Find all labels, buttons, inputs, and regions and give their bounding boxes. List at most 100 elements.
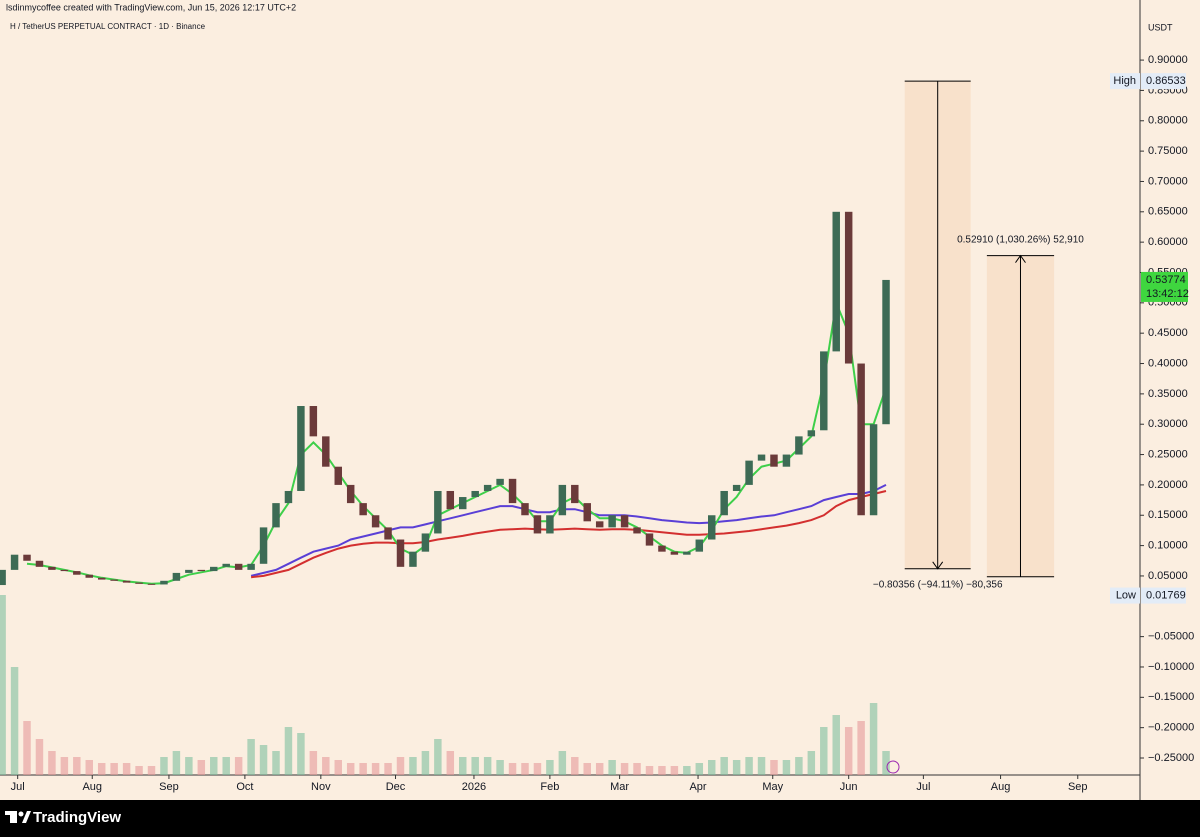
candle-body bbox=[234, 563, 243, 570]
volume-bar bbox=[459, 757, 467, 775]
candle-body bbox=[695, 539, 704, 552]
candle-body bbox=[409, 551, 417, 567]
y-tick-label: 0.75000 bbox=[1148, 145, 1188, 157]
candle-body bbox=[620, 515, 629, 528]
candle-body bbox=[73, 571, 81, 575]
volume-bar bbox=[10, 667, 19, 775]
volume-bar bbox=[48, 751, 56, 775]
volume-bar bbox=[683, 766, 691, 775]
candle-body bbox=[595, 521, 604, 528]
volume-bar bbox=[23, 721, 31, 775]
volume-bar bbox=[583, 763, 591, 775]
candle-body bbox=[346, 484, 355, 504]
y-tick-label: 0.05000 bbox=[1148, 570, 1188, 582]
x-tick-label: Sep bbox=[159, 781, 179, 793]
volume-bar bbox=[807, 751, 816, 775]
candle-body bbox=[745, 460, 753, 485]
volume-bar bbox=[708, 760, 716, 775]
volume-bar bbox=[471, 757, 479, 775]
volume-bar bbox=[869, 703, 878, 775]
moving-average bbox=[250, 484, 887, 577]
candle-body bbox=[210, 566, 218, 572]
volume-bar bbox=[73, 757, 81, 775]
volume-bar bbox=[745, 757, 753, 775]
volume-bar bbox=[160, 757, 168, 775]
volume-bar bbox=[297, 733, 305, 775]
candle-body bbox=[135, 582, 143, 584]
volume-bar bbox=[844, 727, 853, 775]
y-tick-label: 0.90000 bbox=[1148, 54, 1188, 66]
candle-body bbox=[720, 490, 728, 516]
volume-bar bbox=[757, 757, 766, 775]
x-tick-label: Jun bbox=[840, 781, 858, 793]
volume-bar bbox=[334, 760, 342, 775]
candle-body bbox=[185, 569, 193, 573]
candle-body bbox=[670, 551, 679, 555]
candle-body bbox=[683, 551, 691, 555]
x-tick-label: Oct bbox=[236, 781, 253, 793]
candle-body bbox=[608, 515, 616, 528]
volume-bar bbox=[135, 766, 143, 775]
volume-bar bbox=[620, 763, 629, 775]
y-tick-label: −0.15000 bbox=[1148, 691, 1194, 703]
event-icon bbox=[886, 760, 900, 774]
volume-bar bbox=[670, 766, 679, 775]
volume-bar bbox=[770, 760, 778, 775]
measure-label: −0.80356 (−94.11%) −80,356 bbox=[873, 579, 1003, 590]
volume-bar bbox=[658, 766, 666, 775]
volume-bar bbox=[222, 757, 230, 775]
volume-bar bbox=[210, 757, 218, 775]
volume-bar bbox=[234, 757, 243, 775]
candle-body bbox=[10, 554, 19, 570]
y-tick-label: 0.15000 bbox=[1148, 509, 1188, 521]
y-tick-label: 0.80000 bbox=[1148, 115, 1188, 127]
low-label: Low bbox=[1116, 589, 1136, 601]
volume-bar bbox=[595, 763, 604, 775]
volume-bar bbox=[371, 763, 380, 775]
volume-bar bbox=[272, 751, 280, 775]
candle-body bbox=[284, 490, 293, 504]
volume-bar bbox=[396, 757, 405, 775]
measure-label: 0.52910 (1,030.26%) 52,910 bbox=[957, 234, 1084, 245]
volume-bar bbox=[571, 757, 579, 775]
candle-body bbox=[97, 577, 106, 580]
candle-body bbox=[844, 211, 853, 364]
volume-bar bbox=[172, 751, 181, 775]
x-tick-label: Aug bbox=[82, 781, 102, 793]
y-tick-label: 0.10000 bbox=[1148, 540, 1188, 552]
volume-bar bbox=[483, 757, 492, 775]
y-tick-label: 0.40000 bbox=[1148, 357, 1188, 369]
x-tick-label: Jul bbox=[916, 781, 930, 793]
footer bbox=[0, 800, 1200, 837]
volume-bar bbox=[496, 760, 504, 775]
moving-average bbox=[26, 299, 887, 585]
y-tick-label: 0.65000 bbox=[1148, 206, 1188, 218]
candle-body bbox=[820, 351, 828, 431]
y-tick-label: 0.25000 bbox=[1148, 448, 1188, 460]
candle-body bbox=[160, 580, 168, 585]
candle-body bbox=[421, 533, 430, 552]
candle-body bbox=[869, 424, 878, 516]
volume-bar bbox=[645, 766, 654, 775]
candle-body bbox=[732, 484, 741, 491]
candle-body bbox=[795, 436, 803, 455]
currency: USDT bbox=[1148, 22, 1173, 32]
volume-bar bbox=[247, 739, 255, 775]
candle-body bbox=[259, 527, 268, 564]
last-price: 0.53774 bbox=[1146, 274, 1186, 286]
volume-bar bbox=[197, 760, 206, 775]
symbol: H / TetherUS PERPETUAL CONTRACT · 1D · B… bbox=[10, 22, 206, 31]
volume-bar bbox=[0, 595, 6, 775]
brand: TradingView bbox=[33, 809, 121, 826]
volume-bar bbox=[633, 763, 641, 775]
x-tick-label: 2026 bbox=[462, 781, 486, 793]
volume-bar bbox=[97, 763, 106, 775]
candle-body bbox=[272, 503, 280, 528]
candle-body bbox=[708, 515, 716, 540]
x-tick-label: Sep bbox=[1068, 781, 1088, 793]
candle-body bbox=[558, 484, 567, 516]
candle-body bbox=[533, 515, 542, 534]
candle-body bbox=[770, 454, 778, 467]
candle-body bbox=[371, 515, 380, 528]
